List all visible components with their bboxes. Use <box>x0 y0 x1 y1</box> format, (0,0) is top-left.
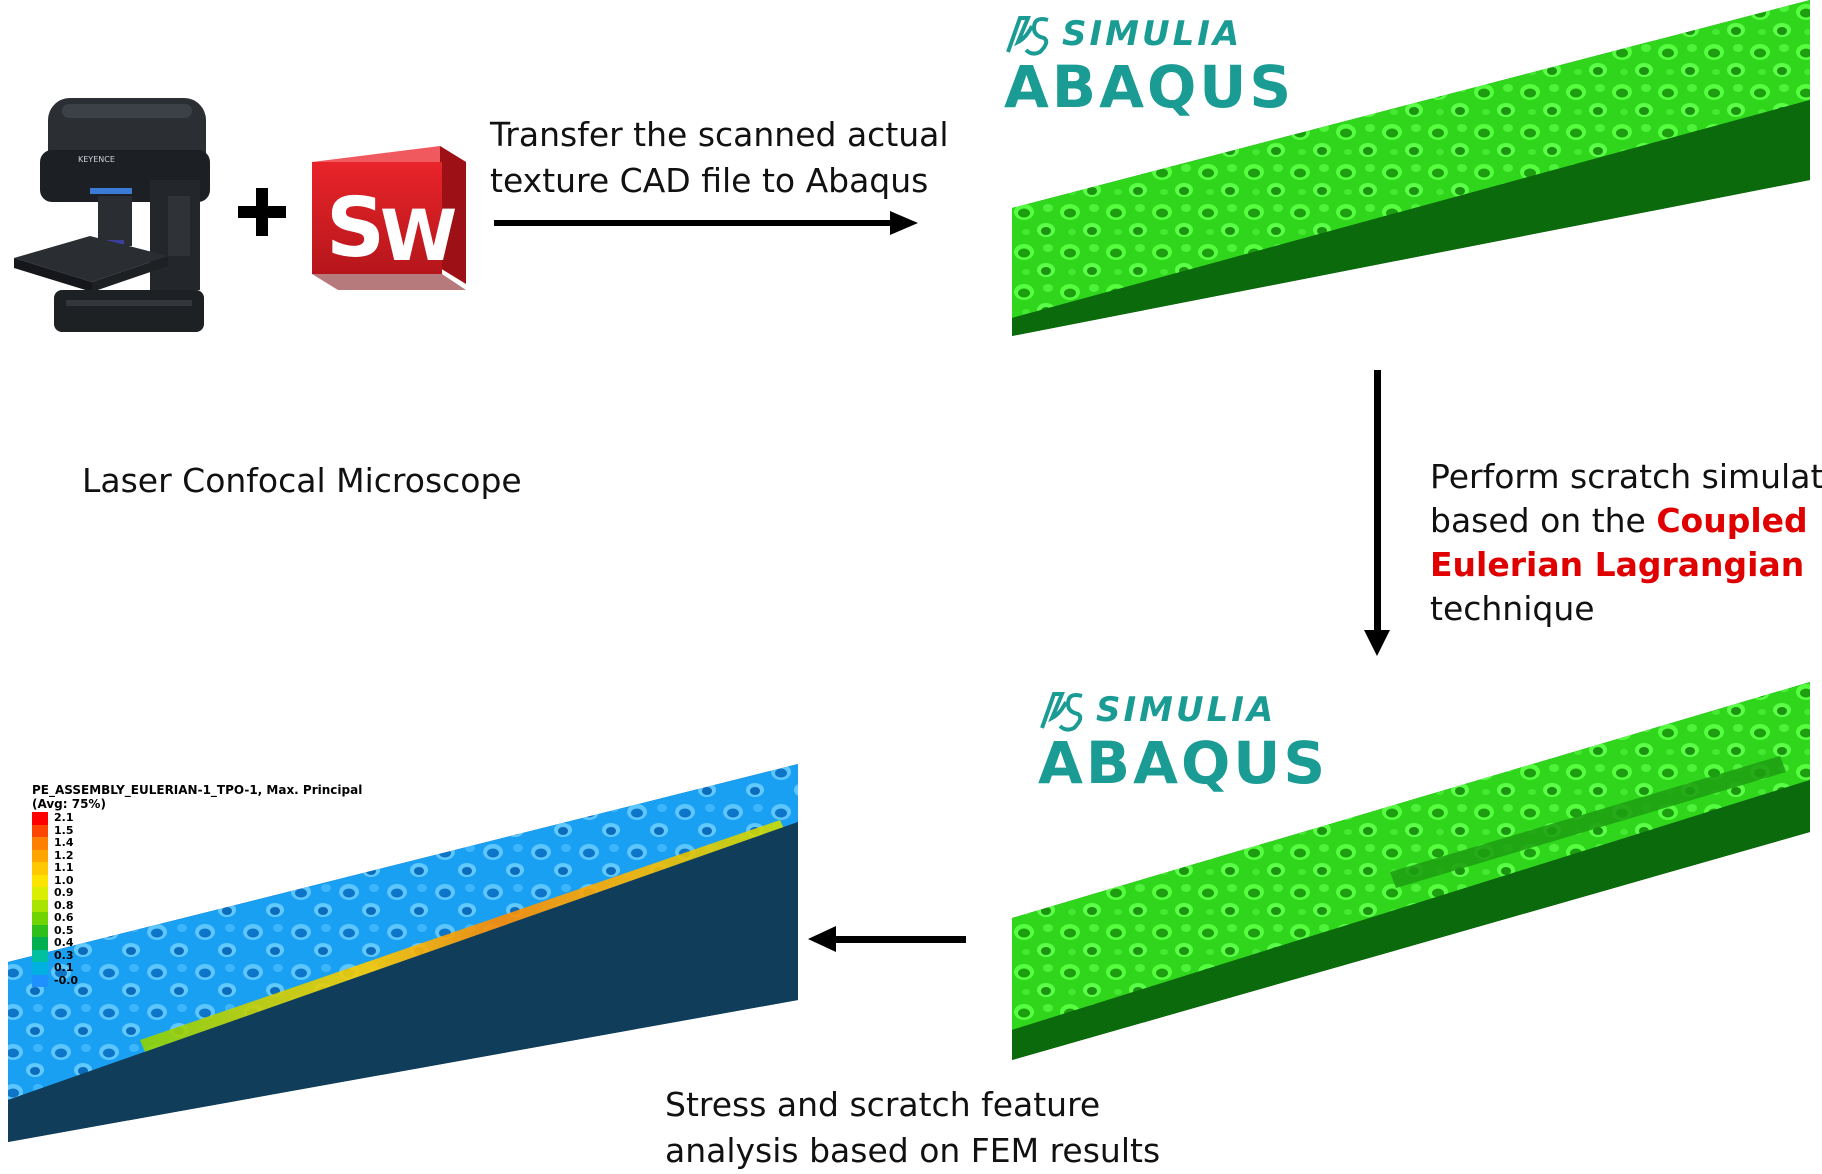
fem-legend: PE_ASSEMBLY_EULERIAN-1_TPO-1, Max. Princ… <box>32 783 362 987</box>
legend-value-label: 1.1 <box>54 861 74 874</box>
simulia-abaqus-logo-top: SIMULIA ABAQUS <box>1004 12 1294 118</box>
legend-value-label: 2.1 <box>54 811 74 824</box>
legend-value-label: 0.3 <box>54 948 74 962</box>
arrow-left-bottom <box>808 926 966 952</box>
transfer-label-line2: texture CAD file to Abaqus <box>490 161 929 200</box>
legend-swatch <box>32 874 48 887</box>
legend-swatch <box>32 937 48 950</box>
legend-swatch <box>32 899 48 912</box>
legend-swatch <box>32 962 48 975</box>
simulia-3ds-logo-icon <box>1006 16 1049 56</box>
plus-sign-icon <box>238 188 286 236</box>
legend-value-label: 0.6 <box>54 911 74 924</box>
legend-value-label: -0.0 <box>54 973 79 987</box>
legend-swatch <box>32 887 48 900</box>
fem-legend-colorbar <box>32 812 48 987</box>
legend-swatch <box>32 974 48 987</box>
simulia-3ds-logo-icon <box>1040 692 1083 732</box>
legend-swatch <box>32 849 48 862</box>
arrow-down-right <box>1364 370 1390 656</box>
perform-label-line4: technique <box>1430 589 1595 628</box>
fem-legend-title: PE_ASSEMBLY_EULERIAN-1_TPO-1, Max. Princ… <box>32 783 363 797</box>
legend-value-label: 0.1 <box>54 961 74 974</box>
arrow-right-top <box>494 211 918 235</box>
microscope-brand-label: KEYENCE <box>78 155 115 164</box>
perform-label-line2: based on the Coupled <box>1430 498 1808 543</box>
stress-label-line2: analysis based on FEM results <box>665 1131 1161 1170</box>
legend-swatch <box>32 824 48 837</box>
legend-value-label: 1.5 <box>54 823 74 837</box>
simulia-wordmark: SIMULIA <box>1062 14 1243 54</box>
legend-swatch <box>32 812 48 825</box>
abaqus-wordmark: ABAQUS <box>1004 53 1295 121</box>
legend-swatch <box>32 924 48 937</box>
legend-swatch <box>32 912 48 925</box>
fem-legend-subtitle: (Avg: 75%) <box>32 797 106 811</box>
legend-swatch <box>32 862 48 875</box>
perform-label-prefix: based on the <box>1430 501 1657 540</box>
fem-legend-values: 2.1 1.5 1.4 1.2 1.1 1.0 0.9 0.8 0.6 0.5 0.4 0.3 0.1-… <box>54 811 79 987</box>
solidworks-w-letter: W <box>380 195 457 277</box>
abaqus-wordmark: ABAQUS <box>1038 729 1329 797</box>
legend-value-label: 1.0 <box>54 873 74 887</box>
legend-value-label: 0.8 <box>54 898 74 912</box>
legend-swatch <box>32 949 48 962</box>
stress-label-line1: Stress and scratch feature <box>665 1085 1101 1124</box>
simulia-wordmark: SIMULIA <box>1096 690 1277 730</box>
abaqus-texture-model-top <box>1012 0 1810 336</box>
legend-swatch <box>32 837 48 850</box>
solidworks-logo-icon: S W <box>312 146 466 290</box>
abaqus-scratch-model-bottom <box>1012 682 1810 1060</box>
legend-value-label: 0.5 <box>54 923 74 937</box>
legend-value-label: 1.2 <box>54 848 74 862</box>
solidworks-s-letter: S <box>326 181 385 276</box>
coupled-highlight: Coupled <box>1656 501 1808 540</box>
fem-stress-result-model <box>8 762 798 1142</box>
transfer-label-line1: Transfer the scanned actual <box>490 115 949 154</box>
legend-value-label: 0.4 <box>54 936 74 949</box>
legend-value-label: 1.4 <box>54 836 74 849</box>
eulerian-lagrangian-highlight: Eulerian Lagrangian <box>1430 545 1805 584</box>
perform-label-line1: Perform scratch simulation <box>1430 457 1822 496</box>
simulia-abaqus-logo-bottom: SIMULIA ABAQUS <box>1038 688 1328 794</box>
legend-value-label: 0.9 <box>54 886 74 899</box>
laser-confocal-microscope-icon <box>14 98 210 332</box>
microscope-label: Laser Confocal Microscope <box>82 461 522 500</box>
